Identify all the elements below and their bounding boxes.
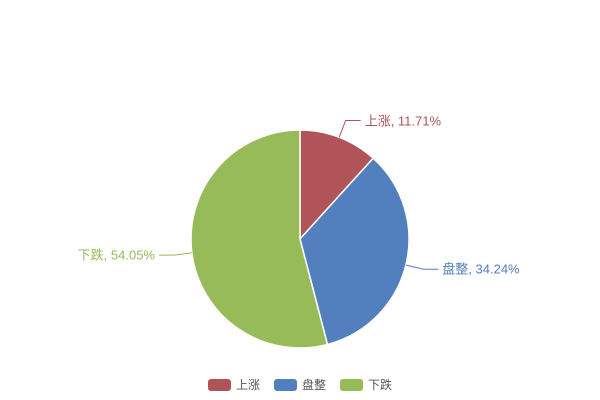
label-line-上涨 [338,120,361,138]
label-line-盘整 [405,264,439,270]
legend-label-flat: 盘整 [301,378,326,392]
legend-item-fall[interactable]: 下跌 [340,379,392,391]
pie-slice-盘整[interactable] [299,157,410,346]
pie-slice-上涨[interactable] [299,129,374,240]
legend-swatch-flat [273,379,297,391]
legend-swatch-rise [207,379,231,391]
legend-swatch-fall [340,379,363,391]
legend-label-rise: 上涨 [235,378,260,392]
label-line-下跌 [159,252,192,256]
legend-item-rise[interactable]: 上涨 [207,378,260,392]
legend-label-fall: 下跌 [368,378,393,392]
legend: 上涨 盘整 下跌 [0,379,600,391]
pie-slice-下跌[interactable] [190,129,329,349]
legend-item-flat[interactable]: 盘整 [273,378,326,392]
